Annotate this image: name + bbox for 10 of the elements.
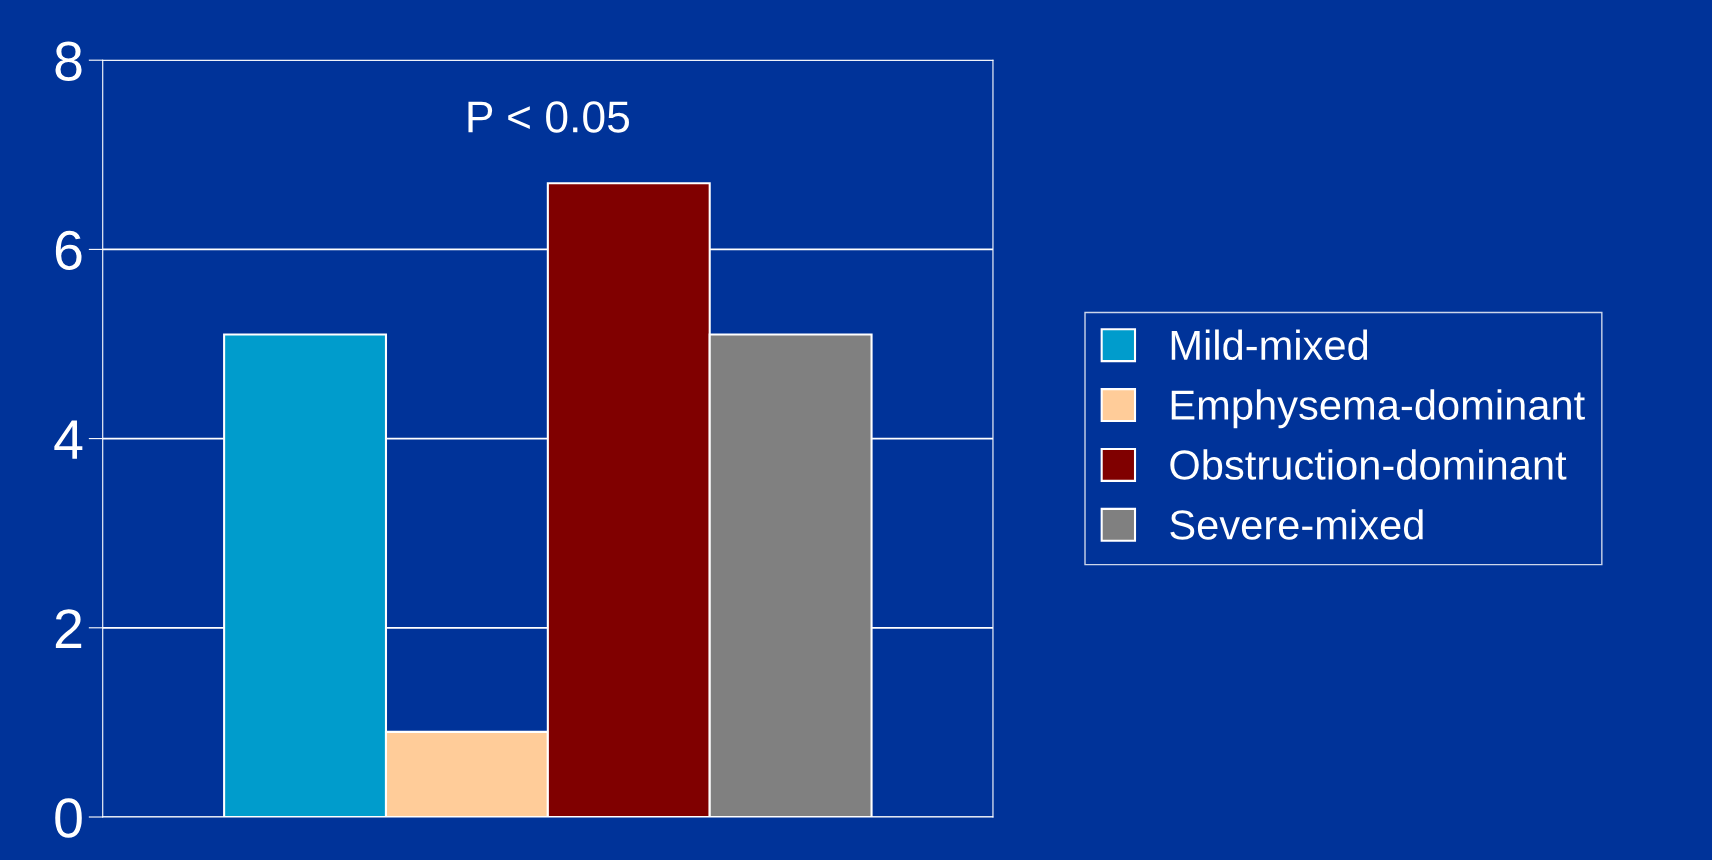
legend-label: Obstruction-dominant [1170,449,1567,480]
annotation: P < 0.05 [468,101,629,133]
y-tick-label: 6 [55,230,82,271]
y-tick-label: 0 [55,798,82,838]
y-tick-label: 8 [55,41,82,81]
legend-label: Emphysema-dominant [1171,389,1585,429]
y-tick-label: 2 [55,609,82,648]
legend-label: Severe-mixed [1170,509,1423,540]
y-tick-label: 4 [54,420,83,459]
legend-label: Mild-mixed [1171,329,1368,361]
